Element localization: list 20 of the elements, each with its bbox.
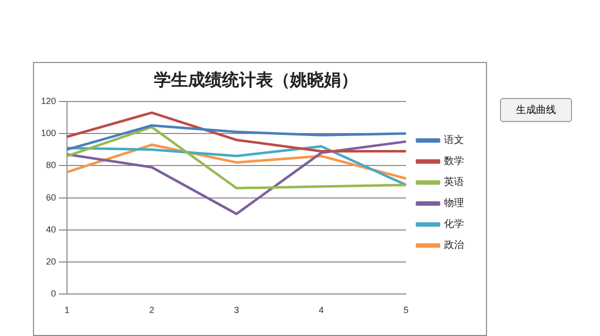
legend-label: 物理 <box>444 198 464 210</box>
chart-title: 学生成绩统计表（姚晓娟） <box>154 70 358 91</box>
x-tick-label: 2 <box>149 305 154 316</box>
x-tick-label: 4 <box>318 305 324 316</box>
y-tick-label: 120 <box>40 96 56 106</box>
y-tick-label: 60 <box>46 192 56 202</box>
x-tick-label: 1 <box>64 305 70 316</box>
y-tick-label: 100 <box>40 128 56 138</box>
x-tick-label: 5 <box>403 305 409 316</box>
x-tick-label: 3 <box>234 305 240 316</box>
y-tick-label: 0 <box>51 288 56 299</box>
y-tick-label: 40 <box>46 224 56 234</box>
legend-label: 数学 <box>444 155 464 168</box>
button: 生成曲线 <box>500 98 572 122</box>
legend-label: 语文 <box>444 134 464 146</box>
y-tick-label: 80 <box>46 160 56 170</box>
y-tick-label: 20 <box>46 256 56 267</box>
legend-label: 英语 <box>444 176 464 188</box>
legend-label: 政治 <box>444 239 464 252</box>
legend-label: 化学 <box>444 218 464 230</box>
